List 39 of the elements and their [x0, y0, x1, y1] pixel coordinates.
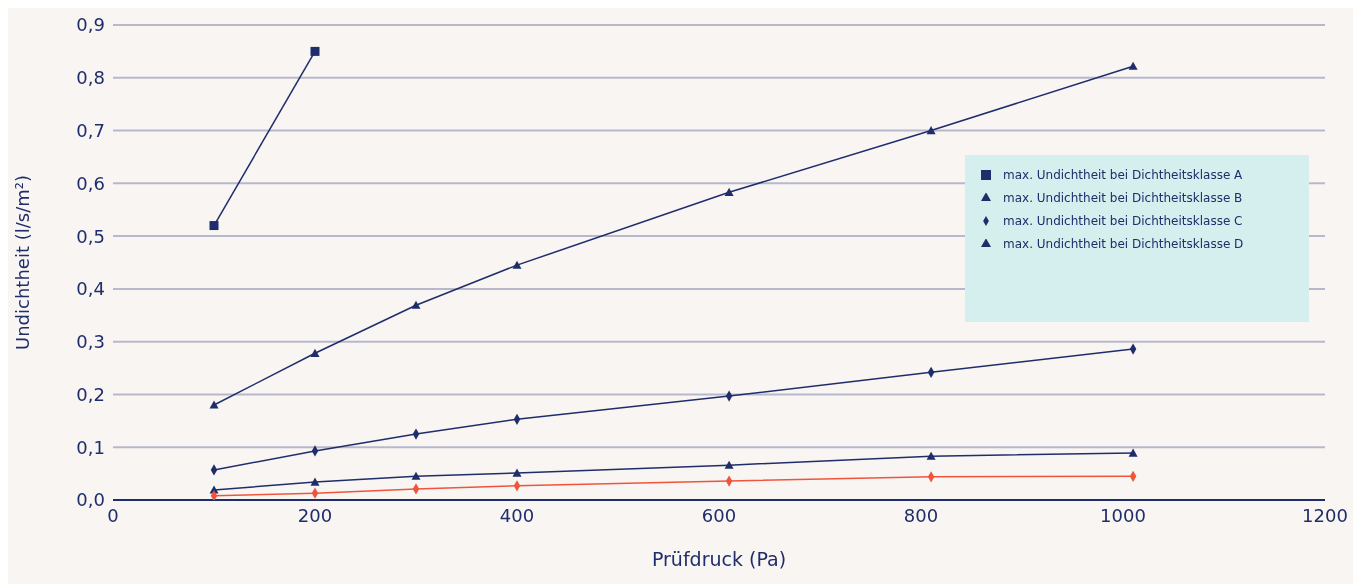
y-tick-label: 0,2: [76, 383, 105, 405]
y-tick-label: 0,8: [76, 67, 105, 89]
point: [411, 471, 421, 480]
point: [210, 490, 218, 500]
point: [209, 400, 219, 409]
point: [1128, 448, 1138, 457]
legend-label: max. Undichtheit bei Dichtheitsklasse A: [1003, 168, 1243, 182]
point: [310, 348, 320, 357]
point: [724, 187, 734, 196]
x-axis-title: Prüfdruck (Pa): [651, 548, 787, 570]
point: [1128, 61, 1138, 70]
point: [411, 300, 421, 309]
legend-label: max. Undichtheit bei Dichtheitsklasse B: [1003, 191, 1243, 205]
y-tick-label: 0,4: [76, 278, 105, 300]
x-tick-label: 800: [903, 505, 939, 526]
point: [310, 46, 320, 56]
y-tick-label: 0,1: [76, 436, 105, 458]
y-tick-label: 0,5: [76, 225, 105, 247]
x-tick-label: 200: [297, 505, 333, 526]
point: [310, 477, 320, 486]
y-tick-label: 0,9: [76, 14, 105, 36]
x-tick-label: 600: [701, 505, 737, 526]
x-tick-label: 0: [107, 505, 119, 526]
x-tick-label: 400: [499, 505, 535, 526]
x-tick-label: 1200: [1302, 505, 1348, 526]
y-tick-label: 0,7: [76, 119, 105, 141]
point: [209, 221, 219, 231]
legend-label: max. Undichtheit bei Dichtheitsklasse C: [1003, 214, 1243, 228]
point: [512, 260, 522, 269]
y-axis-title: Undichtheit (l/s/m²): [12, 175, 34, 350]
y-tick-label: 0,0: [76, 489, 105, 511]
point: [926, 451, 936, 460]
point: [724, 460, 734, 469]
point: [926, 126, 936, 135]
legend-label: max. Undichtheit bei Dichtheitsklasse D: [1003, 237, 1244, 251]
x-tick-label: 1000: [1100, 505, 1146, 526]
y-tick-label: 0,3: [76, 331, 105, 353]
point: [512, 468, 522, 477]
y-tick-label: 0,6: [76, 172, 105, 194]
